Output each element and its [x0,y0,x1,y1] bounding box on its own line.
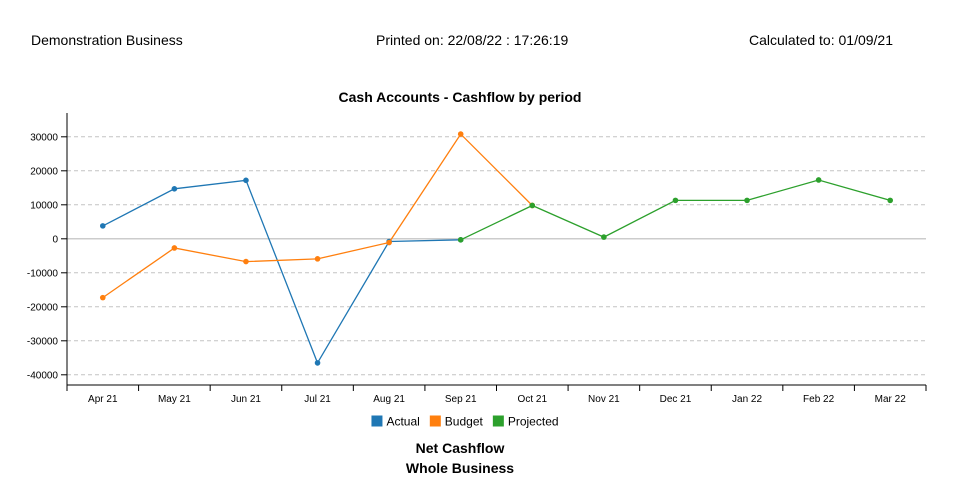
y-tick-label: -10000 [27,268,59,279]
data-point-budget [386,239,392,246]
printed-timestamp: Printed on: 22/08/22 : 17:26:19 [376,32,569,48]
x-tick-label: Sep 21 [445,394,477,405]
x-tick-label: Jun 21 [231,394,261,405]
legend-label-projected: Projected [508,415,559,429]
data-point-budget [171,245,178,251]
legend-swatch-budget [429,415,441,427]
x-tick-label: Jan 22 [732,394,762,405]
data-point-projected [887,197,894,204]
y-tick-label: -40000 [27,370,59,381]
chart-title: Cash Accounts - Cashflow by period [339,89,582,105]
legend-label-budget: Budget [445,415,484,429]
calculated-date: Calculated to: 01/09/21 [749,32,893,48]
series-line-projected [460,179,891,241]
data-point-budget [243,258,249,265]
y-tick-label: -30000 [27,336,59,347]
data-point-projected [529,202,536,209]
x-tick-label: Apr 21 [88,394,118,405]
data-point-budget [457,131,464,137]
data-point-actual [314,360,321,366]
data-point-actual [171,186,178,192]
footer-line-1: Net Cashflow [415,440,505,456]
x-tick-label: Dec 21 [660,394,692,405]
data-point-actual [243,177,249,184]
y-tick-label: 10000 [30,200,58,211]
data-point-budget [99,294,106,301]
x-tick-label: Oct 21 [518,394,548,405]
series-lines [99,131,894,366]
data-point-budget [314,256,321,262]
x-tick-label: Aug 21 [373,394,405,405]
data-point-projected [815,177,822,183]
data-point-projected [601,234,607,240]
grid-lines [67,136,926,376]
legend: Actual Budget Projected [371,415,559,429]
y-tick-label: 20000 [30,166,58,177]
footer-line-2: Whole Business [405,460,515,476]
x-tick-label: May 21 [158,394,191,405]
y-tick-label: 30000 [30,132,58,143]
y-tick-label: 0 [52,234,58,245]
axes: -40000 -30000 -20000 -10000 0 10000 20000 30000… [27,113,927,405]
legend-label-actual: Actual [386,415,419,429]
legend-swatch-projected [492,415,504,427]
legend-swatch-actual [371,415,383,427]
x-tick-label: Nov 21 [588,394,620,405]
data-point-projected [744,197,750,204]
x-tick-label: Jul 21 [304,394,331,405]
series-line-actual [102,179,461,365]
data-point-projected [457,237,464,243]
business-name: Demonstration Business [31,32,183,48]
cashflow-chart: Cash Accounts - Cashflow by period -4000… [27,89,927,429]
data-point-actual [99,223,106,229]
x-tick-label: Mar 22 [875,394,907,405]
y-tick-label: -20000 [27,302,59,313]
data-point-projected [672,197,679,204]
x-tick-label: Feb 22 [803,394,835,405]
